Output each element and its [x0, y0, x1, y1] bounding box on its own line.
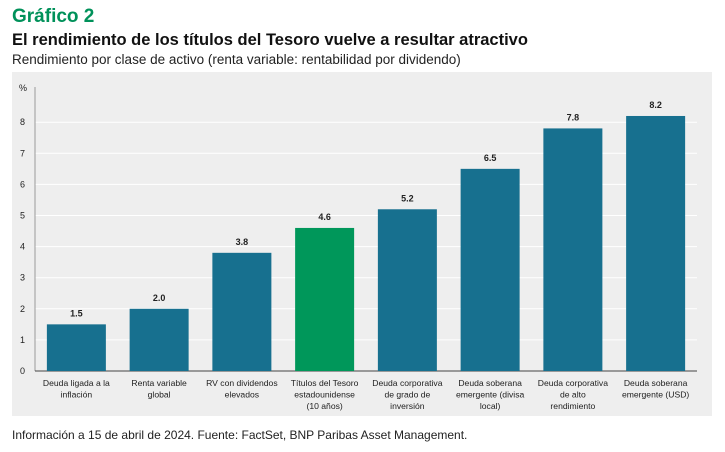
bar — [129, 308, 189, 371]
bar — [46, 324, 106, 371]
category-label-line: emergente (divisa — [456, 390, 525, 400]
category-label: Deuda soberana emergente (USD) — [622, 378, 689, 400]
y-tick-label: 7 — [20, 148, 25, 158]
category-label: Deuda soberana emergente (divisa local) — [456, 378, 525, 411]
chart-subtitle: Rendimiento por clase de activo (renta v… — [12, 52, 461, 67]
category-label: Títulos del Tesoro estadounidense (10 años… — [291, 378, 359, 411]
y-tick-label: 6 — [20, 179, 25, 189]
category-label-line: local) — [480, 401, 501, 411]
bar-value-label: 2.0 — [153, 293, 166, 303]
bar — [626, 115, 686, 371]
bar-value-label: 7.8 — [567, 112, 580, 122]
category-label-line: Títulos del Tesoro — [291, 378, 359, 388]
y-tick-label: 2 — [20, 304, 25, 314]
category-label-line: Renta variable — [131, 378, 187, 388]
bar-value-label: 6.5 — [484, 153, 497, 163]
bar — [377, 209, 437, 371]
category-label: Deuda corporativa de grado de inversión — [372, 378, 442, 411]
category-label-line: de alto — [560, 390, 586, 400]
category-label-line: estadounidense — [294, 390, 355, 400]
y-tick-label: 0 — [20, 366, 25, 376]
category-label-line: Deuda corporativa — [538, 378, 608, 388]
chart-panel: 0 1 2 3 4 5 6 7 8% 1.5 Deuda ligada a la inflación 2… — [12, 72, 712, 416]
category-label-line: (10 años) — [306, 401, 342, 411]
category-label-line: Deuda corporativa — [372, 378, 442, 388]
y-tick-label: 4 — [20, 242, 25, 252]
category-label-line: de grado de — [384, 390, 430, 400]
bar — [460, 168, 520, 371]
category-label: Deuda ligada a la inflación — [43, 378, 110, 400]
category-label-line: elevados — [225, 390, 259, 400]
y-axis-label: % — [19, 83, 27, 93]
category-label: RV con dividendos elevados — [206, 378, 278, 400]
category-label: Deuda corporativa de alto rendimiento — [538, 378, 608, 411]
source-note: Información a 15 de abril de 2024. Fuent… — [12, 428, 468, 442]
bar — [295, 227, 355, 371]
y-tick-label: 8 — [20, 117, 25, 127]
figure-label: Gráfico 2 — [12, 6, 95, 27]
category-label-line: emergente (USD) — [622, 390, 689, 400]
bar-value-label: 4.6 — [318, 212, 331, 222]
category-label-line: global — [148, 390, 171, 400]
category-label-line: inversión — [390, 401, 425, 411]
bar-value-label: 5.2 — [401, 193, 414, 203]
bar — [543, 128, 603, 371]
bar — [212, 252, 272, 371]
category-label-line: RV con dividendos — [206, 378, 278, 388]
bar-value-label: 8.2 — [649, 100, 662, 110]
bar-chart: 0 1 2 3 4 5 6 7 8% 1.5 Deuda ligada a la inflación 2… — [19, 83, 697, 411]
category-label-line: Deuda ligada a la — [43, 378, 110, 388]
category-label: Renta variable global — [131, 378, 187, 400]
chart-title: El rendimiento de los títulos del Tesoro… — [12, 31, 528, 49]
y-tick-label: 3 — [20, 273, 25, 283]
bar-value-label: 3.8 — [236, 237, 249, 247]
category-label-line: inflación — [61, 390, 93, 400]
bar-value-label: 1.5 — [70, 308, 83, 318]
category-label-line: rendimiento — [550, 401, 595, 411]
y-tick-label: 1 — [20, 335, 25, 345]
y-tick-label: 5 — [20, 211, 25, 221]
category-label-line: Deuda soberana — [458, 378, 522, 388]
category-label-line: Deuda soberana — [624, 378, 688, 388]
